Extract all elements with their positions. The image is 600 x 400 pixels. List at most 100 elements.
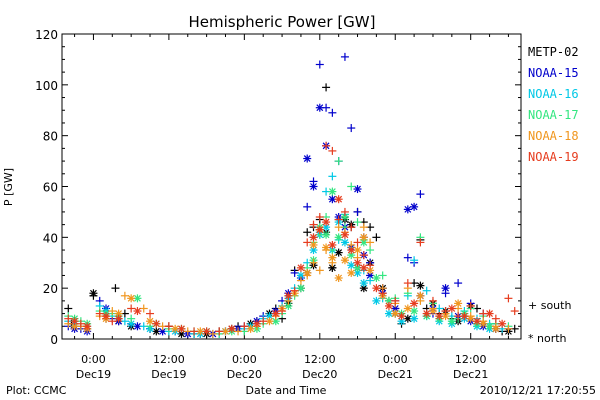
legend-item-noaa-18: NOAA-18 [528,129,579,143]
data-point-south [64,314,73,323]
data-point-north [403,205,412,214]
data-point-north [315,225,324,234]
marker-stroke [310,246,317,254]
data-point-north [410,314,419,323]
data-point-north [384,301,393,310]
marker-stroke [347,246,355,254]
data-point-north [158,327,167,336]
marker-stroke [410,307,418,315]
marker-stroke [134,294,141,302]
marker-stroke [410,299,418,307]
data-point-north [359,279,368,288]
y-tick-label: 60 [43,181,58,195]
marker-stroke [322,218,330,226]
marker-stroke [391,310,399,318]
data-point-north [397,317,406,326]
data-point-south [120,317,129,326]
marker-stroke [284,292,292,300]
data-point-south [334,157,343,166]
data-point-north [347,246,356,255]
data-point-south [353,238,362,247]
data-point-south [340,52,349,61]
data-point-south [303,228,312,237]
data-point-south [454,279,463,288]
marker-stroke [404,305,412,312]
marker-stroke [416,282,424,290]
data-point-south [372,233,381,242]
marker-stroke [347,251,355,259]
legend-item-metp-02: METP-02 [528,45,579,59]
data-point-north [303,154,312,163]
marker-stroke [134,307,141,315]
plot-credit: Plot: CCMC [6,384,67,397]
marker-stroke [354,264,361,272]
marker-stroke [297,264,305,272]
marker-stroke [410,315,418,323]
data-point-north [347,251,356,260]
marker-stroke [134,322,141,330]
data-point-north [416,291,425,300]
data-point-south [347,124,356,133]
data-point-north [309,233,318,242]
marker-stroke [115,310,123,318]
x-tick-label-time: 12:00 [455,353,487,366]
marker-stroke [303,269,311,277]
y-tick-label: 40 [43,231,58,245]
data-point-north [328,253,337,262]
marker-stroke [429,307,437,315]
symbol-legend-south: + south [528,299,571,312]
data-point-north [146,317,155,326]
data-point-north [391,309,400,318]
data-point-north [397,312,406,321]
marker-stroke [448,317,456,325]
marker-stroke [354,246,361,254]
data-point-south [328,146,337,155]
data-point-north [485,309,494,318]
data-point-south [290,268,299,277]
data-point-north [334,233,343,242]
data-point-north [441,284,450,293]
marker-stroke [360,238,368,246]
data-point-south [328,108,337,117]
x-tick-label-date: Dec19 [76,368,111,381]
marker-stroke [341,256,349,264]
marker-stroke [328,195,336,203]
data-point-north [416,281,425,290]
marker-stroke [297,284,305,292]
data-point-north [347,268,356,277]
plot-timestamp: 2010/12/21 17:20:55 [480,384,596,397]
data-point-south [315,60,324,69]
data-point-south [504,294,513,303]
marker-stroke [454,299,462,307]
marker-stroke [372,297,380,305]
marker-stroke [492,325,500,333]
marker-stroke [360,284,368,292]
marker-stroke [328,188,336,196]
y-axis-label: P [GW] [2,168,15,206]
data-points [64,52,519,338]
data-point-south [366,238,375,247]
data-point-north [322,218,331,227]
marker-stroke [284,302,292,310]
data-point-north [246,324,255,333]
data-point-north [334,248,343,257]
data-point-south [108,317,117,326]
marker-stroke [347,261,355,269]
data-point-north [447,304,456,313]
data-point-north [366,266,375,275]
data-point-north [334,274,343,282]
data-point-north [284,291,293,300]
marker-stroke [127,320,135,328]
data-point-south [366,276,375,285]
marker-stroke [442,284,449,292]
marker-stroke [303,155,311,162]
marker-stroke [372,284,380,292]
legend-item-noaa-17: NOAA-17 [528,108,579,122]
marker-stroke [354,259,361,267]
data-point-north [252,319,261,328]
data-point-south [127,314,136,323]
marker-stroke [152,320,160,328]
data-point-north [70,322,79,331]
data-point-south [278,307,287,316]
